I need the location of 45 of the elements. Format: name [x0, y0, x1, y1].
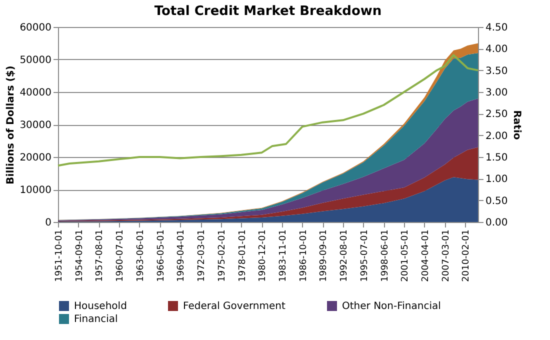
legend-label: Federal Government: [183, 301, 286, 312]
y2-tick-label: 3.00: [486, 88, 508, 98]
legend-label: Other Non-Financial: [342, 301, 441, 312]
y2-tick-label: 0.00: [486, 218, 508, 228]
y2-tick-label: 0.50: [486, 196, 508, 207]
y2-tick-label: 4.00: [486, 44, 508, 56]
y-tick-label: 50000: [20, 55, 52, 66]
y2-tick-label: 2.00: [486, 130, 508, 142]
y2-tick-label: 4.50: [486, 22, 508, 34]
x-tick-label: 1992-08-01: [340, 230, 350, 282]
y-tick-label: 40000: [20, 88, 52, 98]
x-tick-label: 1986-10-01: [298, 230, 309, 282]
x-tick-label: 1998-06-01: [380, 230, 390, 282]
x-tick-label: 1995-07-01: [360, 230, 370, 282]
x-tick-label: 1969-04-01: [176, 230, 187, 282]
x-tick-label: 1966-05-01: [156, 230, 166, 282]
x-tick-label: 1960-07-01: [116, 230, 126, 282]
x-tick-label: 2010-02-01: [462, 230, 472, 282]
x-tick-label: 1957-08-01: [95, 230, 106, 282]
x-tick-label: 1978-01-01: [238, 230, 248, 282]
x-tick-label: 1972-03-01: [197, 230, 208, 282]
y2-tick-label: 1.50: [486, 152, 508, 164]
chart-title: Total Credit Market Breakdown: [154, 4, 382, 19]
x-tick-label: 1963-06-01: [136, 230, 146, 282]
x-tick-label: 1980-12-01: [258, 230, 268, 282]
legend-label: Financial: [74, 314, 118, 325]
y2-tick-label: 2.50: [486, 109, 508, 120]
x-tick-label: 1975-02-01: [217, 230, 228, 282]
y2-tick-label: 1.00: [486, 174, 508, 186]
y-tick-label: 20000: [20, 152, 52, 164]
y2-axis-title: Ratio: [510, 110, 522, 140]
y-tick-label: 0: [45, 218, 52, 228]
x-tick-label: 2001-05-01: [400, 230, 411, 282]
x-tick-label: 1983-11-01: [278, 230, 288, 282]
y-tick-label: 10000: [20, 185, 52, 196]
x-tick-label: 2007-03-01: [441, 230, 452, 282]
x-tick-label: 1989-09-01: [319, 230, 330, 282]
x-tick-label: 1954-09-01: [74, 230, 85, 282]
legend-label: Household: [74, 301, 127, 312]
y-axis-title: Billions of Dollars ($): [6, 66, 17, 184]
y2-tick-label: 3.50: [486, 66, 508, 77]
x-tick-label: 2004-04-01: [420, 230, 431, 282]
y-tick-label: 60000: [20, 22, 52, 34]
x-tick-label: 1951-10-01: [54, 230, 64, 282]
y-tick-label: 30000: [20, 120, 52, 131]
